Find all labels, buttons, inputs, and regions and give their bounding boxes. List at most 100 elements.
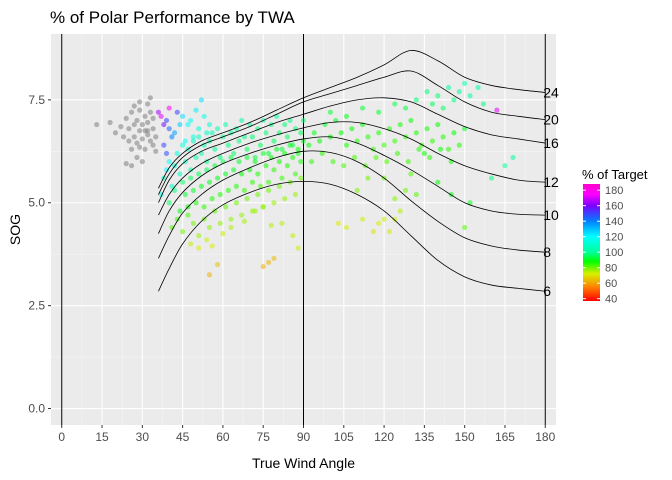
data-point bbox=[147, 109, 153, 115]
data-point bbox=[166, 126, 172, 132]
data-point bbox=[212, 146, 218, 152]
data-point bbox=[231, 150, 237, 156]
data-point bbox=[402, 187, 409, 193]
data-point bbox=[206, 224, 213, 231]
data-point bbox=[279, 146, 285, 152]
data-point bbox=[225, 142, 231, 148]
data-point bbox=[196, 134, 202, 140]
data-point bbox=[255, 191, 261, 198]
data-point bbox=[188, 117, 194, 124]
data-point bbox=[429, 101, 436, 107]
data-point bbox=[171, 130, 178, 136]
data-point bbox=[196, 245, 202, 251]
x-axis-title: True Wind Angle bbox=[252, 455, 355, 471]
data-point bbox=[263, 130, 269, 136]
data-point bbox=[300, 138, 307, 144]
data-point bbox=[131, 121, 137, 128]
data-point bbox=[359, 216, 366, 222]
data-point bbox=[123, 115, 129, 121]
data-point bbox=[131, 134, 137, 140]
data-point bbox=[174, 216, 180, 222]
data-point bbox=[161, 142, 167, 148]
polar-curve-label: 10 bbox=[543, 207, 559, 223]
data-point bbox=[177, 208, 183, 214]
data-point bbox=[201, 142, 207, 148]
x-tick-label: 150 bbox=[455, 430, 475, 444]
data-point bbox=[298, 175, 304, 181]
data-point bbox=[198, 183, 205, 189]
data-point bbox=[475, 84, 481, 91]
data-point bbox=[137, 99, 143, 105]
y-axis-title: SOG bbox=[7, 214, 23, 245]
data-point bbox=[169, 134, 175, 140]
data-point bbox=[185, 212, 191, 218]
data-point bbox=[413, 130, 419, 136]
x-tick-label: 30 bbox=[136, 430, 150, 444]
data-point bbox=[260, 204, 266, 210]
data-point bbox=[268, 222, 274, 228]
data-point bbox=[233, 183, 239, 189]
data-point bbox=[365, 175, 371, 181]
reference-lines bbox=[61, 34, 546, 425]
data-point bbox=[188, 175, 194, 181]
data-point bbox=[265, 150, 272, 156]
data-point bbox=[180, 113, 186, 119]
data-point bbox=[158, 113, 164, 119]
data-point bbox=[94, 121, 100, 128]
data-point bbox=[402, 105, 409, 111]
data-point bbox=[257, 183, 264, 189]
legend-tick-label: 180 bbox=[605, 185, 623, 197]
x-axis-ticks: 0 15 30 45 60 75 90 105 120 135 150 165 180 bbox=[58, 425, 556, 444]
data-point bbox=[180, 228, 186, 235]
data-point bbox=[128, 109, 135, 115]
x-tick-label: 60 bbox=[216, 430, 230, 444]
data-point bbox=[263, 163, 269, 169]
data-point bbox=[354, 187, 360, 193]
legend-tick-label: 100 bbox=[605, 247, 623, 259]
data-point bbox=[137, 128, 143, 134]
data-point bbox=[359, 105, 366, 111]
data-point bbox=[209, 196, 215, 202]
data-point bbox=[147, 95, 153, 101]
y-tick-label: 2.5 bbox=[28, 299, 45, 313]
data-point bbox=[435, 121, 441, 128]
data-point bbox=[376, 130, 382, 136]
data-point bbox=[198, 97, 205, 103]
data-point bbox=[287, 117, 293, 124]
data-point bbox=[204, 130, 210, 136]
data-point bbox=[327, 109, 333, 115]
data-point bbox=[217, 220, 223, 226]
data-point bbox=[298, 130, 304, 136]
data-point bbox=[120, 134, 127, 140]
data-point bbox=[271, 200, 277, 206]
legend-tick-label: 120 bbox=[605, 232, 623, 244]
data-point bbox=[139, 121, 145, 128]
data-point bbox=[274, 146, 280, 152]
data-point bbox=[413, 191, 419, 198]
data-point bbox=[180, 142, 186, 148]
data-point bbox=[338, 130, 344, 136]
data-point bbox=[177, 171, 183, 177]
chart-title: % of Polar Performance by TWA bbox=[50, 8, 295, 27]
polar-curve bbox=[158, 97, 546, 203]
data-point bbox=[271, 138, 277, 144]
data-point bbox=[190, 220, 196, 226]
data-point bbox=[147, 138, 153, 144]
polar-curve-label: 16 bbox=[543, 135, 559, 151]
data-point bbox=[282, 196, 288, 202]
data-point bbox=[435, 93, 441, 99]
data-point bbox=[239, 212, 245, 218]
data-point bbox=[392, 216, 398, 222]
data-point bbox=[408, 171, 414, 177]
data-point bbox=[163, 167, 170, 173]
data-point bbox=[300, 117, 307, 124]
data-point bbox=[225, 187, 231, 193]
data-point bbox=[451, 97, 457, 103]
legend-tick-label: 60 bbox=[605, 278, 617, 290]
data-point bbox=[166, 158, 172, 165]
data-point bbox=[220, 231, 226, 237]
data-point bbox=[279, 220, 285, 226]
data-point bbox=[456, 142, 462, 148]
data-point bbox=[435, 179, 441, 185]
data-point bbox=[134, 140, 140, 146]
